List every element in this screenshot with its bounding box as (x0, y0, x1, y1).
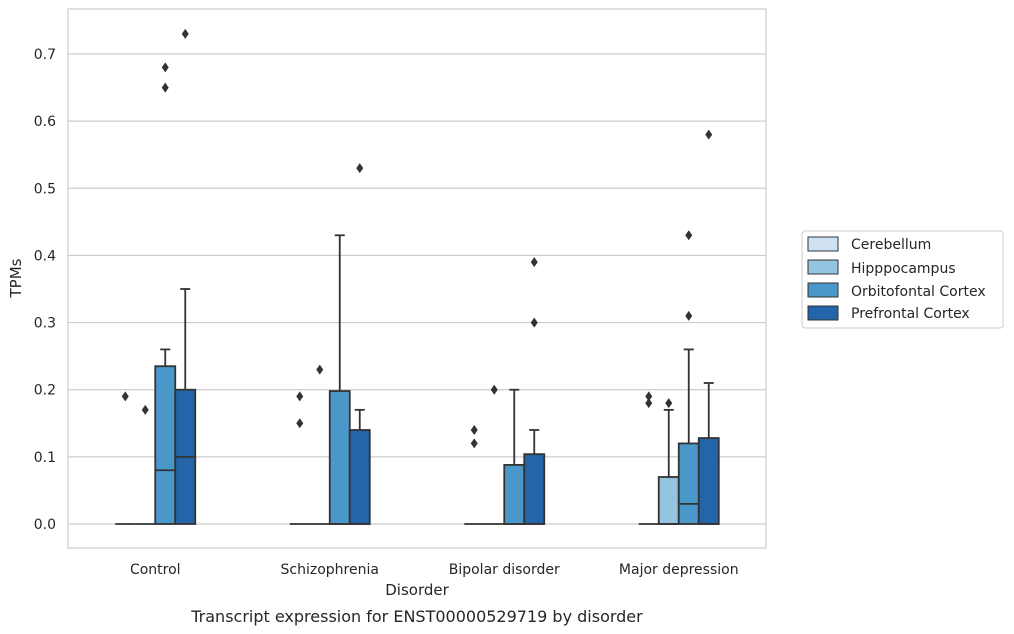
box-body (657, 476, 680, 525)
legend-frame (801, 230, 1004, 329)
legend-swatch (807, 282, 839, 298)
outlier-point (530, 317, 538, 328)
outlier-point (470, 438, 478, 449)
y-tick-label: 0.5 (34, 181, 56, 197)
box-prefrontal-cortex (523, 257, 546, 525)
y-tick-label: 0.3 (34, 316, 56, 332)
y-tick-label: 0.7 (34, 47, 56, 63)
outlier-point (530, 257, 538, 268)
box-cerebellum (115, 391, 136, 525)
legend-label: Cerebellum (851, 237, 931, 253)
legend-label: Prefrontal Cortex (851, 306, 970, 322)
y-tick-label: 0.6 (34, 114, 56, 130)
y-tick-label: 0.0 (34, 517, 56, 533)
legend-item-orbitofrontal-cortex: Orbitofontal Cortex (807, 282, 986, 300)
box-cerebellum (464, 425, 485, 525)
outlier-point (685, 230, 693, 241)
x-tick-label: Schizophrenia (281, 562, 379, 578)
y-tick-label: 0.1 (34, 450, 56, 466)
box-hipppocampus (309, 364, 330, 525)
y-axis-title: TPMs (7, 258, 25, 298)
outlier-point (356, 163, 364, 174)
box-body (328, 390, 351, 525)
legend-swatch (807, 236, 839, 252)
legend-swatch (807, 305, 839, 321)
legend-label: Hipppocampus (851, 261, 956, 277)
outlier-point (685, 310, 693, 321)
legend-label: Orbitofontal Cortex (851, 284, 986, 300)
outlier-point (161, 62, 169, 73)
x-tick-label: Major depression (619, 562, 739, 578)
outlier-point (645, 391, 653, 402)
box-body (523, 453, 546, 525)
outlier-point (490, 384, 498, 395)
outlier-point (161, 82, 169, 93)
outlier-point (316, 364, 324, 375)
box-prefrontal-cortex (697, 129, 720, 525)
outlier-point (665, 398, 673, 409)
box-prefrontal-cortex (348, 163, 371, 525)
outlier-point (296, 391, 304, 402)
box-orbitofontal-cortex (154, 62, 177, 525)
box-cerebellum (638, 391, 659, 525)
box-body (503, 464, 526, 525)
box-cerebellum (289, 391, 310, 525)
y-tick-label: 0.4 (34, 248, 56, 264)
box-hipppocampus (135, 404, 156, 525)
legend: Cerebellum Hipppocampus Orbitofontal Cor… (801, 230, 1004, 329)
chart-caption: Transcript expression for ENST0000052971… (190, 607, 643, 626)
x-tick-label: Bipolar disorder (449, 562, 560, 578)
x-axis-title: Disorder (385, 581, 449, 599)
y-tick-labels: 0.0 0.1 0.2 0.3 0.4 0.5 0.6 0.7 (34, 47, 56, 533)
box-hipppocampus (657, 398, 680, 525)
box-body (677, 442, 700, 525)
box-hipppocampus (484, 384, 505, 525)
outlier-point (645, 398, 653, 409)
x-tick-labels: Control Schizophrenia Bipolar disorder Majo… (130, 562, 739, 578)
box-body (348, 429, 371, 525)
box-orbitofontal-cortex (677, 230, 700, 525)
outlier-point (470, 425, 478, 435)
boxes-layer (115, 28, 720, 525)
x-tick-label: Control (130, 562, 181, 578)
legend-item-prefrontal-cortex: Prefrontal Cortex (807, 305, 970, 322)
outlier-point (705, 129, 713, 140)
box-prefrontal-cortex (174, 28, 197, 525)
plot-frame (67, 8, 767, 549)
box-body (154, 365, 177, 525)
legend-item-hippocampus: Hipppocampus (807, 259, 956, 277)
outlier-point (121, 391, 129, 402)
outlier-point (141, 404, 149, 415)
y-tick-label: 0.2 (34, 383, 56, 399)
outlier-point (181, 28, 189, 39)
box-body (697, 437, 720, 525)
legend-swatch (807, 259, 839, 275)
legend-item-cerebellum: Cerebellum (807, 236, 931, 253)
box-orbitofontal-cortex (503, 388, 526, 525)
outlier-point (296, 418, 304, 429)
